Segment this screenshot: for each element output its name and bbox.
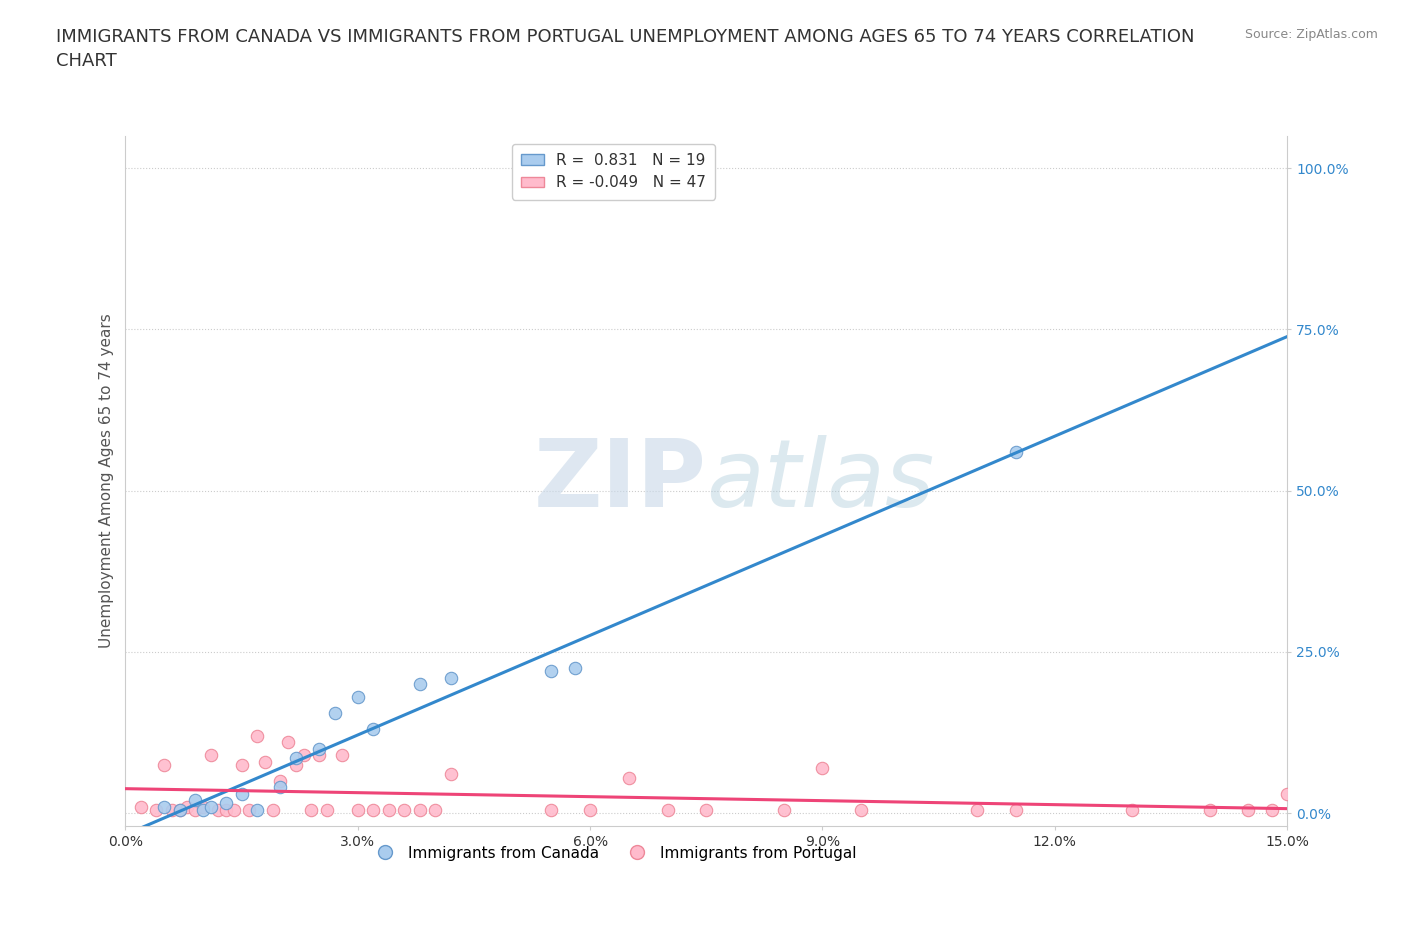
Point (346, 689, 368, 704)
Point (200, 799, 222, 814)
Point (323, 706, 346, 721)
Point (215, 803, 238, 817)
Text: Source: ZipAtlas.com: Source: ZipAtlas.com (1244, 28, 1378, 41)
Point (231, 757, 253, 772)
Point (1005, 803, 1028, 817)
Point (308, 748, 330, 763)
Point (253, 754, 276, 769)
Point (1275, 787, 1298, 802)
Point (160, 803, 183, 817)
Point (540, 803, 562, 817)
Point (246, 803, 269, 817)
Point (176, 799, 198, 814)
Point (238, 803, 260, 817)
Point (222, 803, 245, 817)
Point (1198, 803, 1220, 817)
Point (346, 803, 368, 817)
Point (1005, 445, 1028, 459)
Point (191, 803, 214, 817)
Point (378, 803, 401, 817)
Point (966, 803, 988, 817)
Point (277, 735, 299, 750)
Point (579, 803, 602, 817)
Point (394, 803, 416, 817)
Point (184, 792, 207, 807)
Point (440, 671, 463, 685)
Text: ZIP: ZIP (533, 435, 706, 527)
Point (330, 748, 353, 763)
Point (363, 803, 385, 817)
Point (262, 803, 284, 817)
Point (1260, 803, 1282, 817)
Point (269, 774, 291, 789)
Point (617, 770, 640, 785)
Text: IMMIGRANTS FROM CANADA VS IMMIGRANTS FROM PORTUGAL UNEMPLOYMENT AMONG AGES 65 TO: IMMIGRANTS FROM CANADA VS IMMIGRANTS FRO… (56, 28, 1195, 70)
Point (299, 803, 322, 817)
Point (1237, 803, 1260, 817)
Point (540, 664, 562, 679)
Point (231, 787, 253, 802)
Point (284, 757, 307, 772)
Point (1121, 803, 1143, 817)
Point (200, 748, 222, 763)
Point (153, 757, 176, 772)
Point (153, 799, 176, 814)
Point (169, 803, 191, 817)
Point (215, 796, 238, 811)
Y-axis label: Unemployment Among Ages 65 to 74 years: Unemployment Among Ages 65 to 74 years (100, 313, 114, 648)
Point (409, 803, 432, 817)
Point (851, 803, 873, 817)
Point (169, 803, 191, 817)
Point (191, 799, 214, 814)
Point (184, 803, 207, 817)
Point (363, 722, 385, 737)
Point (811, 761, 834, 776)
Point (440, 767, 463, 782)
Point (207, 803, 229, 817)
Point (315, 803, 337, 817)
Point (564, 660, 586, 675)
Point (308, 741, 330, 756)
Point (409, 677, 432, 692)
Legend: Immigrants from Canada, Immigrants from Portugal: Immigrants from Canada, Immigrants from … (364, 840, 863, 867)
Point (145, 803, 167, 817)
Point (292, 748, 315, 763)
Point (425, 803, 447, 817)
Point (129, 799, 152, 814)
Point (695, 803, 717, 817)
Point (246, 728, 269, 743)
Point (284, 751, 307, 765)
Point (269, 780, 291, 795)
Text: atlas: atlas (706, 435, 935, 526)
Point (657, 803, 679, 817)
Point (772, 803, 794, 817)
